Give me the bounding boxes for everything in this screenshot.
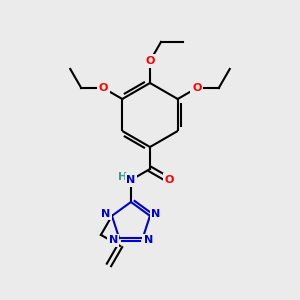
Text: N: N bbox=[109, 235, 118, 245]
Text: N: N bbox=[126, 175, 136, 185]
Text: O: O bbox=[145, 56, 155, 66]
Text: O: O bbox=[98, 83, 108, 93]
Text: O: O bbox=[164, 175, 174, 185]
Text: O: O bbox=[192, 83, 202, 93]
Text: N: N bbox=[144, 235, 153, 245]
Text: N: N bbox=[101, 209, 111, 219]
Text: H: H bbox=[118, 172, 128, 182]
Text: N: N bbox=[151, 209, 160, 219]
